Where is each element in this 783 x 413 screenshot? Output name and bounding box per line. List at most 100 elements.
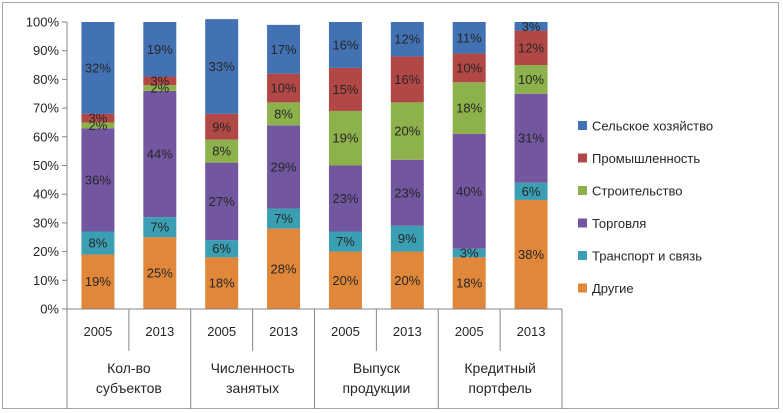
x-group-label: Численность: [211, 360, 295, 376]
data-label: 11%: [457, 30, 482, 45]
data-label: 16%: [332, 37, 358, 52]
bar-segment: [205, 19, 239, 114]
bar-segment: [514, 30, 548, 66]
y-tick-label: 20%: [33, 244, 59, 259]
data-label: 3%: [89, 111, 108, 126]
bar-segment: [143, 237, 177, 309]
data-label: 19%: [85, 274, 111, 289]
data-label: 3%: [460, 246, 479, 261]
legend-swatch: [578, 153, 587, 163]
bar-segment: [205, 162, 239, 241]
bar-segment: [81, 254, 115, 309]
bar-segment: [81, 113, 115, 123]
data-label: 20%: [332, 273, 358, 288]
bar-segment: [267, 102, 301, 126]
data-label: 28%: [271, 261, 297, 276]
legend-swatch: [578, 251, 587, 260]
bar-segment: [267, 73, 301, 103]
data-label: 3%: [150, 73, 169, 88]
x-category-label: 2013: [393, 324, 422, 339]
chart-frame: [2, 2, 779, 409]
x-category-label: 2013: [269, 324, 298, 339]
data-label: 23%: [332, 191, 358, 206]
data-label: 9%: [212, 119, 231, 134]
data-label: 20%: [394, 124, 420, 139]
bar-segment: [452, 133, 486, 249]
bar-segment: [328, 251, 362, 309]
bar-segment: [452, 82, 486, 134]
data-label: 6%: [212, 241, 231, 256]
data-label: 19%: [147, 42, 173, 57]
bar-segment: [143, 76, 177, 86]
legend-label: Строительство: [592, 184, 682, 199]
x-group-label: занятых: [226, 380, 279, 396]
bar-segment: [267, 24, 301, 74]
data-label: 10%: [271, 81, 297, 96]
bar-segment: [390, 251, 424, 309]
bar-segment: [514, 93, 548, 183]
bar-segment: [143, 85, 177, 91]
bar-segment: [328, 22, 362, 68]
bar-segment: [452, 248, 486, 258]
bar-segment: [143, 22, 177, 77]
y-tick-label: 0%: [40, 302, 59, 317]
legend-label: Другие: [592, 281, 634, 296]
legend-label: Торговля: [592, 216, 646, 231]
x-category-label: 2005: [207, 324, 236, 339]
data-label: 29%: [271, 159, 297, 174]
bar-segment: [267, 228, 301, 309]
x-category-label: 2013: [145, 324, 174, 339]
bar-segment: [514, 199, 548, 309]
data-label: 8%: [212, 144, 231, 159]
x-group-label: Выпуск: [353, 360, 401, 376]
bar-segment: [81, 128, 115, 232]
data-label: 25%: [147, 266, 173, 281]
data-label: 10%: [518, 72, 544, 87]
data-label: 23%: [394, 185, 420, 200]
x-category-label: 2013: [517, 324, 546, 339]
bar-segment: [143, 90, 177, 218]
bar-segment: [328, 110, 362, 166]
x-group-label: портфель: [468, 380, 532, 396]
x-category-label: 2005: [83, 324, 112, 339]
x-group-label: продукции: [342, 380, 410, 396]
data-label: 18%: [456, 101, 482, 116]
data-label: 3%: [522, 19, 541, 34]
bar-segment: [205, 240, 239, 258]
y-tick-label: 100%: [26, 15, 60, 30]
data-label: 44%: [147, 147, 173, 162]
legend-swatch: [578, 218, 587, 228]
data-label: 36%: [85, 172, 111, 187]
bar-segment: [81, 122, 115, 129]
data-label: 18%: [456, 276, 482, 291]
data-label: 17%: [271, 42, 297, 57]
y-tick-label: 40%: [33, 187, 59, 202]
x-group-label: субъектов: [96, 380, 162, 396]
data-label: 8%: [274, 106, 293, 121]
bar-segment: [267, 125, 301, 209]
bar-segment: [205, 139, 239, 163]
y-tick-label: 10%: [33, 273, 59, 288]
legend-label: Промышленность: [592, 151, 700, 166]
bar-segment: [514, 65, 548, 94]
x-category-label: 2005: [331, 324, 360, 339]
data-label: 20%: [394, 273, 420, 288]
data-label: 12%: [518, 40, 544, 55]
data-label: 18%: [209, 276, 235, 291]
bar-segment: [81, 231, 115, 255]
y-tick-label: 70%: [33, 101, 59, 116]
data-label: 15%: [332, 82, 358, 97]
legend-label: Транспорт и связь: [592, 249, 702, 264]
bar-segment: [390, 102, 424, 160]
bar-segment: [328, 67, 362, 111]
x-group-label: Кредитный: [464, 360, 535, 376]
legend-swatch: [578, 283, 587, 293]
bar-segment: [328, 231, 362, 252]
data-label: 32%: [85, 60, 111, 75]
bar-segment: [452, 257, 486, 309]
x-group-label: Кол-во: [107, 360, 151, 376]
legend-swatch: [578, 121, 587, 130]
bar-segment: [205, 257, 239, 309]
data-label: 19%: [332, 131, 358, 146]
bar-segment: [267, 208, 301, 229]
